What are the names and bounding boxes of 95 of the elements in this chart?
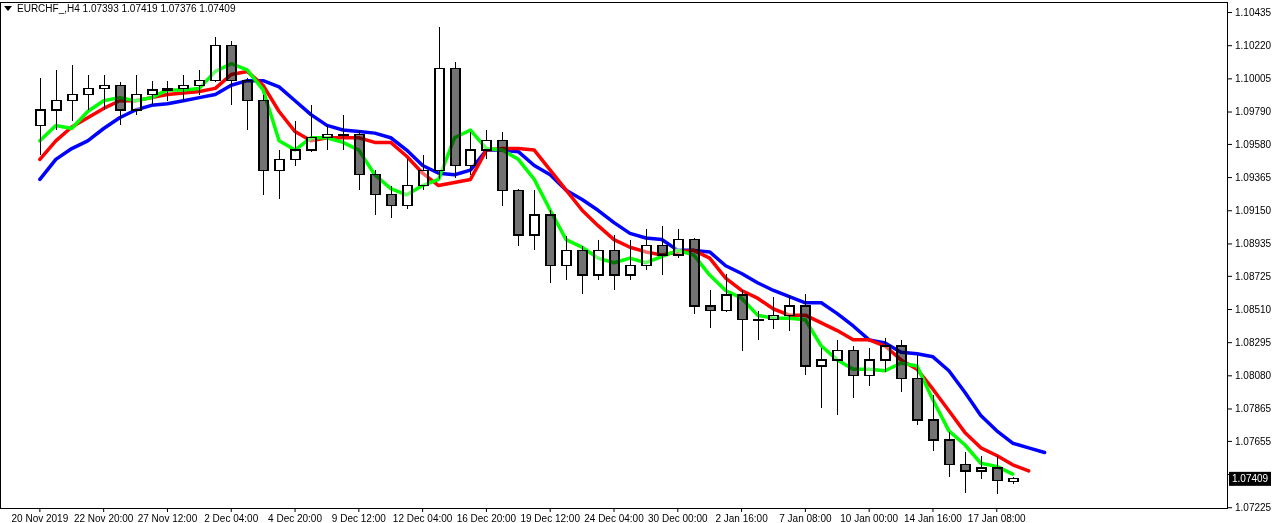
candlestick (210, 36, 221, 83)
y-tick-label: 1.10435 (1235, 6, 1272, 18)
candlestick (1008, 476, 1019, 485)
candlestick (513, 188, 524, 247)
x-tick-label: 17 Jan 08:00 (967, 513, 1027, 523)
candlestick (274, 149, 285, 201)
x-tick-label: 2 Jan 16:00 (715, 513, 769, 523)
candlestick (386, 184, 397, 219)
candlestick (131, 73, 142, 116)
y-tick-label: 1.10005 (1235, 73, 1272, 85)
candlestick (147, 80, 158, 107)
candlestick (784, 294, 795, 332)
x-tick-label: 12 Dec 04:00 (392, 513, 453, 523)
candlestick (322, 124, 333, 151)
candlestick (625, 238, 636, 281)
candlestick (434, 26, 445, 181)
candlestick (944, 431, 955, 478)
candlestick (816, 346, 827, 409)
candlestick (992, 454, 1003, 495)
y-tick-label: 1.08080 (1235, 370, 1272, 382)
x-tick-label: 7 Jan 08:00 (779, 513, 832, 523)
candlestick (800, 292, 811, 376)
candlestick (226, 39, 237, 107)
candlestick (864, 346, 875, 387)
candlestick (67, 64, 78, 122)
candlestick (880, 337, 891, 373)
candlestick (577, 245, 588, 295)
candlestick (641, 228, 652, 272)
candlestick (402, 158, 413, 210)
candlestick (737, 289, 748, 352)
annotation: 1.07409 (1232, 473, 1269, 485)
candlestick (450, 61, 461, 179)
chart-title: EURCHF_,H4 1.07393 1.07419 1.07376 1.07409 (17, 3, 236, 14)
candlestick (848, 345, 859, 400)
x-tick-label: 20 Nov 2019 (11, 513, 69, 523)
y-tick-label: 1.09580 (1235, 138, 1272, 150)
y-tick-label: 1.09790 (1235, 106, 1272, 118)
x-tick-label: 10 Jan 00:00 (840, 513, 899, 523)
x-tick-label: 27 Nov 12:00 (137, 513, 198, 523)
candlestick (832, 339, 843, 417)
candlestick (705, 289, 716, 329)
y-tick-label: 1.08935 (1235, 238, 1272, 250)
candlestick (545, 209, 556, 284)
candlestick (354, 129, 365, 191)
candlestick (912, 354, 923, 426)
x-tick-label: 14 Jan 16:00 (904, 513, 963, 523)
y-tick-label: 1.08725 (1235, 270, 1272, 282)
candlestick (593, 238, 604, 281)
candlestick (418, 154, 429, 191)
candlestick (896, 339, 907, 393)
y-tick-label: 1.09365 (1235, 171, 1272, 183)
candlestick (338, 113, 349, 151)
x-tick-label: 24 Dec 04:00 (584, 513, 645, 523)
candlestick (51, 69, 62, 131)
y-tick-label: 1.09150 (1235, 204, 1272, 216)
x-tick-label: 16 Dec 20:00 (456, 513, 517, 523)
y-tick-label: 1.07865 (1235, 403, 1272, 415)
candlestick (35, 76, 46, 156)
candlestick (83, 73, 94, 111)
x-tick-label: 19 Dec 12:00 (520, 513, 581, 523)
candlestick (561, 235, 572, 281)
candlestick (178, 73, 189, 102)
candlestick (99, 73, 110, 111)
candlestick (753, 309, 764, 341)
candlestick (609, 234, 620, 292)
candlestick (689, 237, 700, 315)
candlestick (115, 81, 126, 127)
candlestick (529, 189, 540, 252)
candlestick (306, 104, 317, 153)
y-tick-label: 1.07655 (1235, 435, 1272, 447)
candlestick (290, 120, 301, 167)
candlestick (162, 80, 173, 102)
y-tick-label: 1.10220 (1235, 39, 1272, 51)
candlestick (481, 129, 492, 160)
x-tick-label: 2 Dec 04:00 (204, 513, 259, 523)
candlestick (721, 272, 732, 313)
candlestick (497, 130, 508, 207)
candlestick (258, 93, 269, 196)
candlestick (768, 296, 779, 330)
candlestick (960, 451, 971, 494)
x-tick-label: 22 Nov 20:00 (73, 513, 134, 523)
candlestick (465, 130, 476, 176)
y-tick-label: 1.08295 (1235, 336, 1272, 348)
candlestick (976, 454, 987, 480)
y-tick-label: 1.08510 (1235, 303, 1272, 315)
candlestick (194, 69, 205, 96)
x-tick-label: 4 Dec 20:00 (268, 513, 323, 523)
x-tick-label: 9 Dec 12:00 (331, 513, 387, 523)
x-tick-label: 30 Dec 00:00 (648, 513, 708, 523)
candlestick (370, 169, 381, 216)
candlestick (242, 76, 253, 131)
y-tick-label: 1.07225 (1235, 501, 1272, 513)
candlestick (928, 394, 939, 452)
candlestick (673, 228, 684, 259)
candlestick (657, 225, 668, 276)
